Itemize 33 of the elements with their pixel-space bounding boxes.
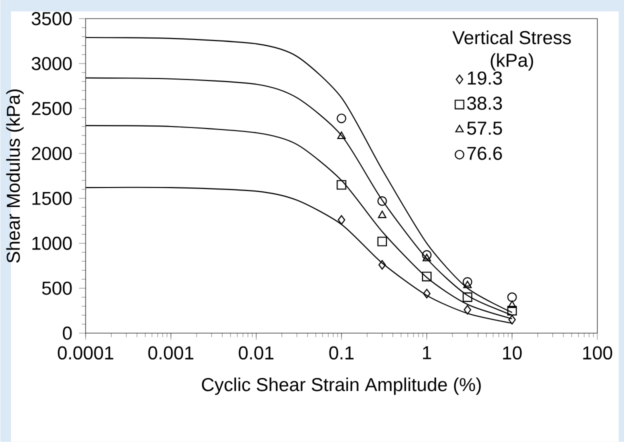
y-axis-title: Shear Modulus (kPa) <box>6 90 24 263</box>
y-tick-label: 500 <box>42 282 72 295</box>
x-tick-label: 1 <box>423 346 432 360</box>
point <box>422 250 432 260</box>
x-tick-label: 0.001 <box>148 346 194 360</box>
point <box>422 254 431 262</box>
y-tick-label: 1500 <box>32 192 72 206</box>
point <box>337 132 346 140</box>
y-tick-label: 3000 <box>32 57 72 70</box>
legend-label: 19.3 <box>468 72 502 85</box>
y-tick-label: 2500 <box>32 102 72 116</box>
y-tick-label: 1000 <box>32 236 72 250</box>
point <box>336 180 346 190</box>
x-axis-title: Cyclic Shear Strain Amplitude (%) <box>202 378 481 396</box>
point <box>423 288 431 299</box>
point <box>508 300 516 308</box>
x-tick-label: 10 <box>503 346 522 360</box>
legend-label: 38.3 <box>467 96 502 110</box>
y-tick-label: 2000 <box>32 146 72 160</box>
x-tick-label: 0.1 <box>329 346 354 360</box>
point <box>336 114 346 124</box>
point <box>507 292 517 302</box>
point <box>507 306 517 316</box>
y-tick-label: 0 <box>62 326 72 340</box>
legend-label: 57.5 <box>467 122 502 135</box>
point <box>338 215 346 225</box>
x-tick-label: 0.0001 <box>58 346 114 360</box>
legend-title: Vertical Stress (kPa) <box>452 30 571 71</box>
x-tick-label: 100 <box>583 346 612 360</box>
x-tick-label: 0.01 <box>238 346 274 360</box>
y-tick-label: 3500 <box>32 12 72 26</box>
legend-label: 76.6 <box>467 146 502 160</box>
point <box>422 272 432 282</box>
